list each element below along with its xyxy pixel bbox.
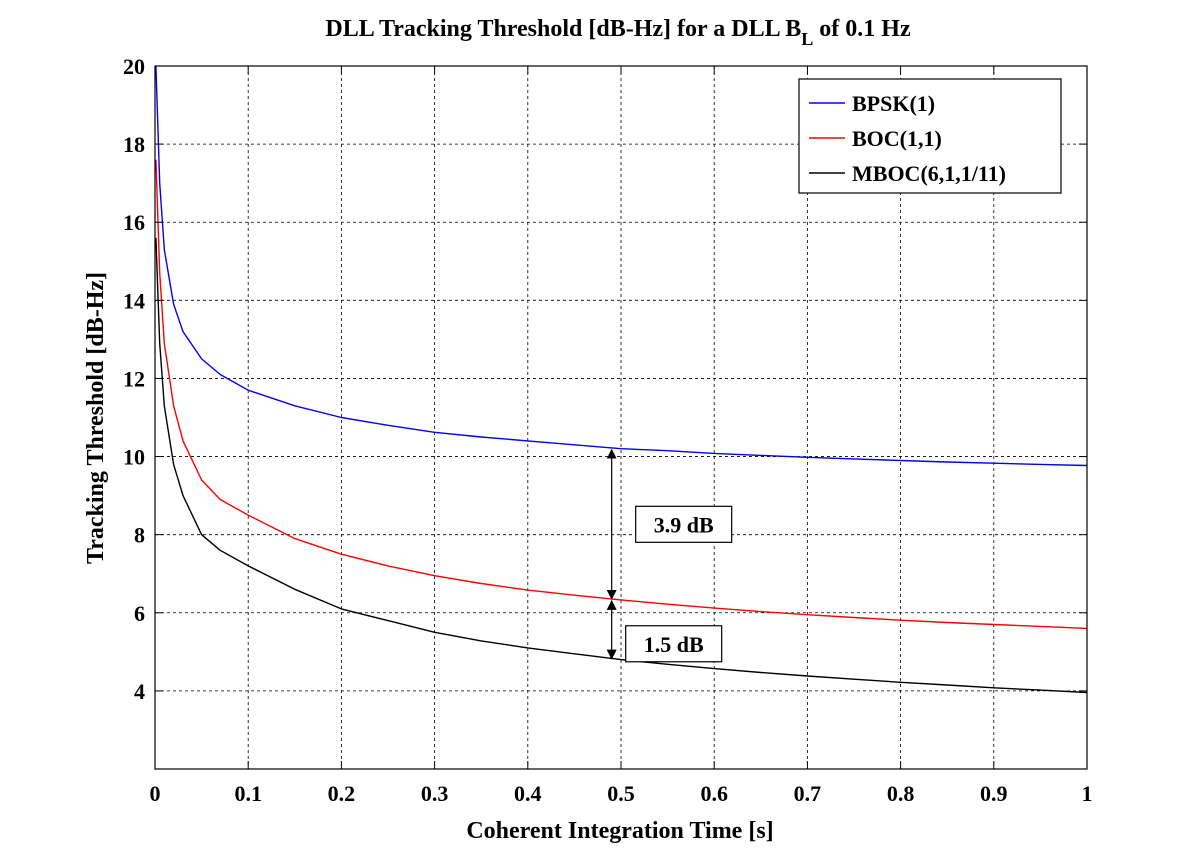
x-tick-label: 0.7 bbox=[794, 781, 822, 806]
x-tick-label: 0.2 bbox=[328, 781, 356, 806]
x-axis-label: Coherent Integration Time [s] bbox=[466, 818, 773, 844]
x-tick-label: 0.8 bbox=[887, 781, 915, 806]
x-tick-label: 0.5 bbox=[607, 781, 635, 806]
y-axis-label: Tracking Threshold [dB-Hz] bbox=[83, 272, 109, 564]
annotation-label-1: 3.9 dB bbox=[654, 512, 714, 537]
legend-box bbox=[798, 78, 1062, 194]
y-tick-label: 6 bbox=[134, 601, 145, 626]
series-layer bbox=[155, 65, 1088, 694]
series-line-2 bbox=[155, 159, 1088, 630]
annotation-box-2 bbox=[625, 625, 723, 663]
legend-label-2: BOC(1,1) bbox=[852, 126, 942, 151]
x-tick-label: 0.4 bbox=[514, 781, 542, 806]
y-tick-label: 14 bbox=[123, 288, 145, 313]
series-line-1 bbox=[155, 65, 1088, 467]
tick-layer: 0 0.1 0.2 0.3 0.4 0.5 0.6 0.7 0.8 0.9 146810121416… bbox=[123, 54, 1093, 806]
y-tick-label: 16 bbox=[123, 210, 145, 235]
x-tick-label: 0.6 bbox=[700, 781, 728, 806]
chart-title: DLL Tracking Threshold [dB-Hz] for a DLL… bbox=[325, 16, 911, 49]
chart-title-subscript: L bbox=[801, 29, 813, 49]
y-tick-label: 12 bbox=[123, 366, 145, 391]
legend: BPSK(1) BOC(1,1) MBOC(6,1,1/11) bbox=[798, 78, 1062, 194]
x-tick-label: 0.9 bbox=[980, 781, 1008, 806]
annotation-layer: 3.9 dB 1.5 dB bbox=[606, 448, 733, 663]
x-tick-label: 0 bbox=[150, 781, 161, 806]
legend-label-3: MBOC(6,1,1/11) bbox=[852, 161, 1006, 186]
legend-label-1: BPSK(1) bbox=[852, 91, 935, 116]
chart-title-suffix: of 0.1 Hz bbox=[813, 16, 911, 42]
annotation-label-2: 1.5 dB bbox=[644, 632, 704, 657]
y-tick-label: 8 bbox=[134, 523, 145, 548]
series-line-3 bbox=[155, 237, 1088, 694]
y-tick-label: 10 bbox=[123, 445, 145, 470]
x-tick-label: 0.3 bbox=[421, 781, 449, 806]
annotation-box-1 bbox=[635, 505, 733, 543]
y-tick-label: 4 bbox=[134, 679, 145, 704]
chart-title-main: DLL Tracking Threshold [dB-Hz] for a DLL… bbox=[325, 16, 801, 42]
x-tick-label: 1 bbox=[1082, 781, 1093, 806]
y-tick-label: 18 bbox=[123, 132, 145, 157]
y-tick-label: 20 bbox=[123, 54, 145, 79]
x-tick-label: 0.1 bbox=[234, 781, 262, 806]
